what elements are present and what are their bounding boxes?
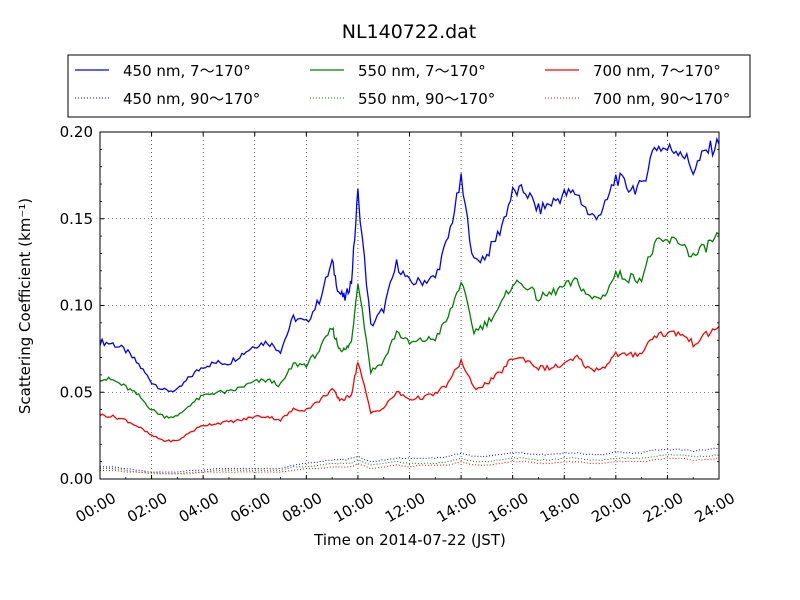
series-line-2	[99, 231, 720, 420]
legend: 450 nm, 7～170° 550 nm, 7～170° 700 nm, 7～17…	[67, 54, 751, 118]
series-line-1	[99, 447, 720, 473]
legend-label: 700 nm, 7～170°	[593, 62, 721, 80]
series-line-5	[100, 457, 719, 475]
legend-label: 550 nm, 7～170°	[358, 62, 486, 80]
series-layer	[99, 136, 720, 475]
legend-label: 450 nm, 7～170°	[123, 62, 251, 80]
y-tick-label: 0.05	[60, 383, 93, 401]
legend-box	[67, 54, 751, 118]
chart-title: NL140722.dat	[342, 21, 477, 43]
y-tick-label: 0.15	[60, 210, 93, 228]
legend-label: 450 nm, 90～170°	[123, 90, 260, 108]
series-line-4	[99, 325, 720, 443]
y-axis-label: Scattering Coefficient (km⁻¹)	[16, 198, 34, 414]
legend-label: 700 nm, 90～170°	[593, 90, 730, 108]
y-tick-label: 0.10	[60, 297, 93, 315]
y-tick-label: 0.20	[60, 123, 93, 141]
series-line-0	[99, 136, 720, 393]
legend-label: 550 nm, 90～170°	[358, 90, 495, 108]
x-axis-label: Time on 2014-07-22 (JST)	[313, 531, 506, 549]
y-tick-label: 0.00	[60, 470, 93, 488]
